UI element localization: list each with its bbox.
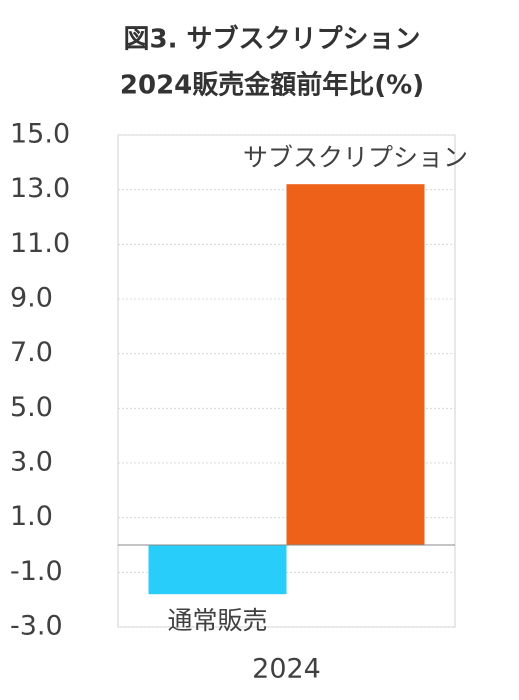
series-label: サブスクリプション [243, 143, 468, 172]
y-tick-label: 3.0 [10, 447, 53, 478]
chart-title: 図3. サブスクリプション [123, 24, 420, 55]
y-tick-label: -1.0 [10, 556, 63, 587]
y-tick-label: 5.0 [10, 392, 53, 423]
y-tick-label: 9.0 [10, 283, 53, 314]
bar [286, 184, 425, 545]
y-tick-label: -3.0 [10, 611, 63, 642]
x-tick-label: 2024 [252, 654, 321, 685]
series-label: 通常販売 [167, 606, 267, 635]
y-tick-label: 1.0 [10, 501, 53, 532]
y-tick-label: 13.0 [10, 173, 70, 204]
y-tick-label: 7.0 [10, 337, 53, 368]
chart-subtitle: 2024販売金額前年比(%) [120, 70, 424, 101]
y-tick-label: 15.0 [10, 119, 70, 150]
bar [148, 545, 287, 595]
y-tick-label: 11.0 [10, 228, 70, 259]
